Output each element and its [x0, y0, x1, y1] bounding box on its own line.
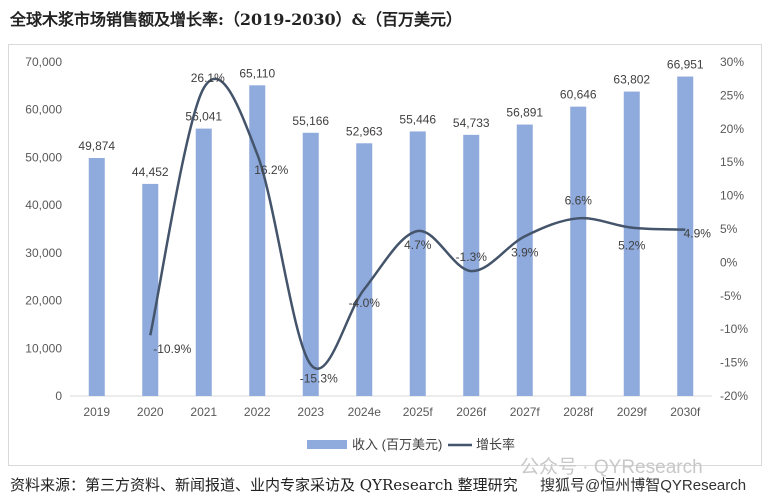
revenue-bar: [195, 128, 212, 396]
x-tick-label: 2024e: [348, 405, 382, 419]
revenue-data-label: 56,891: [506, 106, 543, 120]
revenue-bar: [516, 124, 533, 397]
y-left-tick-label: 10,000: [25, 341, 62, 355]
x-tick-label: 2029f: [617, 405, 648, 419]
growth-data-label: -10.9%: [153, 342, 191, 356]
revenue-bar: [409, 131, 426, 397]
growth-data-label: 3.9%: [511, 245, 539, 259]
x-tick-label: 2023: [297, 405, 324, 419]
revenue-bar: [570, 106, 587, 396]
x-tick-label: 2019: [83, 405, 110, 419]
chart-title: 全球木浆市场销售额及增长率:（2019-2030）&（百万美元）: [10, 10, 463, 29]
revenue-bar: [677, 76, 694, 396]
y-right-tick-label: 0%: [720, 255, 738, 269]
watermark-sohu: 搜狐号@恒州博智QYResearch: [540, 477, 747, 494]
watermark-wechat: 公众号 · QYResearch: [520, 457, 703, 478]
y-right-tick-label: -20%: [720, 389, 748, 403]
x-tick-label: 2021: [190, 405, 217, 419]
growth-rate-line: [149, 77, 686, 370]
y-right-tick-label: -5%: [720, 289, 742, 303]
y-right-tick-label: -15%: [720, 356, 748, 370]
legend-label-growth: 增长率: [476, 437, 515, 452]
x-tick-label: 2020: [137, 405, 164, 419]
y-left-tick-label: 70,000: [25, 55, 62, 69]
growth-data-label: -4.0%: [349, 296, 381, 310]
x-tick-label: 2028f: [563, 405, 594, 419]
revenue-data-label: 55,446: [399, 112, 436, 126]
revenue-data-label: 54,733: [453, 116, 490, 130]
revenue-bar: [302, 132, 319, 397]
revenue-data-label: 49,874: [78, 139, 115, 153]
y-right-tick-label: 20%: [720, 122, 744, 136]
growth-data-label: 16.2%: [254, 163, 288, 177]
revenue-data-label: 65,110: [239, 66, 275, 80]
revenue-bar: [463, 134, 480, 396]
x-tick-label: 2030f: [670, 405, 701, 419]
x-tick-label: 2026f: [456, 405, 487, 419]
revenue-bar: [88, 158, 105, 396]
growth-data-label: 26.1%: [191, 71, 225, 85]
revenue-bar: [356, 143, 373, 396]
revenue-data-label: 63,802: [613, 73, 650, 87]
growth-data-label: 5.2%: [618, 239, 646, 253]
chart-frame: [8, 44, 762, 466]
y-left-tick-label: 50,000: [25, 150, 62, 164]
legend-swatch-revenue: [307, 440, 347, 449]
revenue-data-label: 55,166: [292, 114, 329, 128]
revenue-bar: [249, 85, 266, 397]
growth-data-label: -15.3%: [300, 372, 338, 386]
x-tick-label: 2025f: [403, 405, 434, 419]
y-right-tick-label: 10%: [720, 189, 744, 203]
growth-data-label: 4.7%: [404, 238, 432, 252]
y-left-tick-label: 20,000: [25, 294, 62, 308]
y-right-tick-label: 30%: [720, 55, 744, 69]
y-right-tick-label: -10%: [720, 322, 748, 336]
growth-data-label: 6.6%: [565, 193, 593, 207]
growth-data-label: 4.9%: [684, 227, 712, 241]
y-left-tick-label: 30,000: [25, 246, 62, 260]
growth-data-label: -1.3%: [456, 250, 488, 264]
y-left-tick-label: 40,000: [25, 198, 62, 212]
legend-label-revenue: 收入 (百万美元): [352, 437, 442, 452]
revenue-bar: [142, 183, 159, 396]
revenue-data-label: 66,951: [667, 58, 704, 72]
revenue-data-label: 52,963: [346, 124, 383, 138]
y-left-tick-label: 60,000: [25, 103, 62, 117]
revenue-data-label: 60,646: [560, 88, 597, 102]
source-note: 资料来源：第三方资料、新闻报道、业内专家采访及 QYResearch 整理研究: [10, 476, 518, 494]
y-right-tick-label: 25%: [720, 88, 744, 102]
y-right-tick-label: 15%: [720, 155, 744, 169]
x-tick-label: 2022: [244, 405, 271, 419]
revenue-bar: [623, 91, 640, 397]
y-right-tick-label: 5%: [720, 222, 738, 236]
y-left-tick-label: 0: [55, 389, 62, 403]
x-tick-label: 2027f: [510, 405, 541, 419]
revenue-data-label: 44,452: [132, 165, 169, 179]
